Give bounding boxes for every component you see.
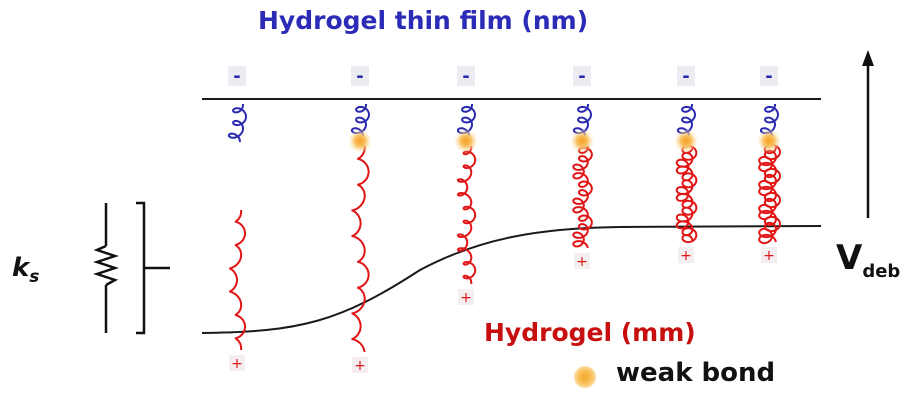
negative-charge: - [233,66,240,87]
thin-film-label: Hydrogel thin film (nm) [258,6,589,35]
negative-charge: - [578,66,585,87]
v-base: V [836,238,863,278]
negative-charges: ------ [228,66,778,87]
weak-bond [757,129,781,153]
hydrogel-surface-curve [201,225,822,334]
weak-bond [348,129,372,153]
positive-charge-tag [229,355,245,371]
positive-charge: + [680,248,692,264]
hydrogel-label: Hydrogel (mm) [484,318,696,347]
positive-charge-tag [678,247,694,263]
debonding-velocity-label: Vdeb [836,238,900,282]
negative-charge: - [682,66,689,87]
spring-ks-symbol [93,201,170,335]
hydrogel-chain [572,145,593,249]
positive-charge-tag [352,357,368,373]
negative-charge-tag [351,66,369,86]
hydrogel-chain [351,145,370,353]
weak-bond [570,129,594,153]
film-chain [227,104,248,143]
positive-charge: + [763,248,775,264]
positive-charge-tag [458,289,474,305]
negative-charge-tag [573,66,591,86]
polymer-chains [227,104,782,353]
legend: weak bond [574,358,834,394]
film-chain [350,104,371,137]
hydrogel-chain [675,144,698,244]
weak-bond-legend-icon [574,366,596,388]
positive-charge: + [460,290,472,306]
spring-constant-label: ks [12,253,39,287]
velocity-arrow [862,50,874,218]
negative-charge-tag [228,66,246,86]
positive-charge: + [231,356,243,372]
negative-charge: - [765,66,772,87]
negative-charge: - [356,66,363,87]
positive-charge-tag [574,253,590,269]
positive-charge: + [576,254,588,270]
film-chain [572,104,593,137]
hydrogel-chain [456,145,477,285]
ks-base: k [12,253,30,283]
film-chain [456,104,477,137]
negative-charge-tag [677,66,695,86]
ks-subscript: s [29,267,40,288]
film-chain [759,104,780,137]
film-chain [676,104,697,137]
negative-charge-tag [760,66,778,86]
hydrogel-chain [229,209,246,351]
weak-bonds [348,129,781,153]
hydrogel-chain [758,143,782,245]
positive-charges: + + + + + + [229,247,777,374]
negative-charge: - [462,66,469,87]
weak-bond [454,129,478,153]
weak-bond [674,129,698,153]
negative-charge-tag [457,66,475,86]
weak-bond-legend-label: weak bond [616,358,776,388]
v-subscript: deb [862,260,901,282]
positive-charge-tag [761,247,777,263]
positive-charge: + [354,358,366,374]
